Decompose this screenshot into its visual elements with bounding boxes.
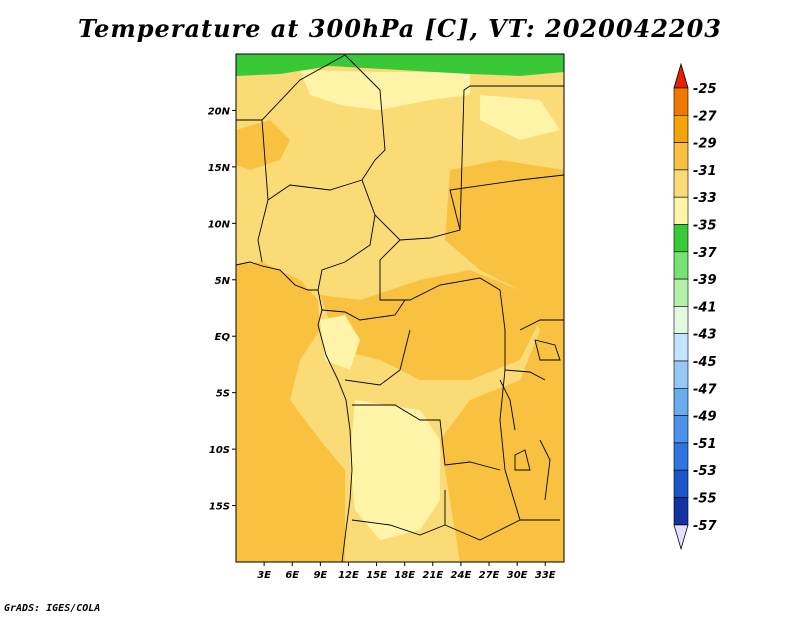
- x-tick-label: 6E: [285, 570, 299, 581]
- colorbar-label: -49: [693, 410, 717, 425]
- y-tick-label: EQ: [215, 332, 231, 343]
- colorbar-segment: [673, 169, 689, 198]
- y-tick-label: 15N: [208, 163, 231, 174]
- x-tick-label: 30E: [507, 570, 528, 581]
- field-warm-region-north: [236, 120, 290, 170]
- colorbar-label: -43: [693, 328, 717, 343]
- colorbar-label: -53: [693, 464, 717, 479]
- colorbar-label: -25: [693, 82, 717, 97]
- x-tick-label: 15E: [366, 570, 387, 581]
- x-axis-ticks: 3E 6E 9E 12E 15E 18E 21E 24E 27E 30E 33E: [257, 562, 556, 581]
- colorbar-bottom-arrow: [673, 524, 689, 551]
- field-cool-region-sahara: [300, 70, 470, 110]
- x-tick-label: 12E: [338, 570, 359, 581]
- colorbar-label: -45: [693, 355, 717, 370]
- map-title: Temperature at 300hPa [C], VT: 202004220…: [77, 14, 723, 43]
- field-warm-region-southwest: [236, 430, 340, 562]
- colorbar: -25 -27 -29 -31 -33 -35 -37 -39 -41 -43 -45 -47 -49 -…: [673, 62, 717, 551]
- colorbar-segment: [673, 306, 689, 334]
- colorbar-segment: [673, 278, 689, 307]
- y-axis-ticks: 20N 15N 10N 5N EQ 5S 10S 15S: [208, 106, 236, 513]
- colorbar-segment: [673, 196, 689, 225]
- colorbar-label: -37: [693, 246, 717, 261]
- colorbar-segment: [673, 360, 689, 389]
- colorbar-label: -27: [693, 109, 717, 124]
- field-cool-region-gabon: [320, 315, 360, 370]
- colorbar-segment: [673, 224, 689, 253]
- y-tick-label: 20N: [208, 106, 231, 117]
- colorbar-segment: [673, 251, 689, 280]
- x-tick-label: 18E: [394, 570, 415, 581]
- colorbar-segment: [673, 115, 689, 143]
- colorbar-label: -41: [693, 300, 717, 315]
- y-tick-label: 5S: [216, 389, 230, 400]
- colorbar-segment: [673, 333, 689, 362]
- field-warm-region-east: [440, 160, 564, 562]
- colorbar-label: -31: [693, 164, 717, 179]
- field-cold-band-north: [236, 54, 564, 76]
- field-warm-region-congo: [320, 270, 540, 380]
- colorbar-segment: [673, 415, 689, 444]
- colorbar-label: -39: [693, 273, 717, 288]
- colorbar-top-arrow: [673, 62, 689, 89]
- x-tick-label: 33E: [535, 570, 556, 581]
- field-cool-region-angola: [350, 400, 440, 540]
- x-tick-label: 3E: [257, 570, 271, 581]
- colorbar-segment: [673, 87, 689, 116]
- x-tick-label: 9E: [313, 570, 327, 581]
- colorbar-segment: [673, 142, 689, 171]
- colorbar-label: -29: [693, 137, 717, 152]
- field-cool-region-northeast: [480, 95, 560, 140]
- temperature-map: 3E 6E 9E 12E 15E 18E 21E 24E 27E 30E 33E 20N 15N 10N…: [208, 53, 565, 581]
- colorbar-segment: [673, 497, 689, 526]
- x-tick-label: 27E: [479, 570, 500, 581]
- colorbar-label: -57: [693, 519, 717, 534]
- y-tick-label: 5N: [215, 276, 231, 287]
- map-frame: [235, 53, 565, 563]
- colorbar-label: -47: [693, 382, 717, 397]
- colorbar-label: -35: [693, 219, 717, 234]
- y-tick-label: 10S: [209, 445, 230, 456]
- y-tick-label: 15S: [209, 502, 230, 513]
- colorbar-segment: [673, 469, 689, 498]
- colorbar-segment: [673, 442, 689, 471]
- x-tick-label: 24E: [451, 570, 472, 581]
- y-tick-label: 10N: [208, 219, 231, 230]
- colorbar-label: -51: [693, 437, 717, 452]
- grads-credit: GrADS: IGES/COLA: [4, 603, 101, 614]
- colorbar-segment: [673, 387, 689, 416]
- x-tick-label: 21E: [422, 570, 443, 581]
- colorbar-label: -55: [693, 492, 717, 507]
- borders: [236, 54, 564, 562]
- colorbar-label: -33: [693, 191, 717, 206]
